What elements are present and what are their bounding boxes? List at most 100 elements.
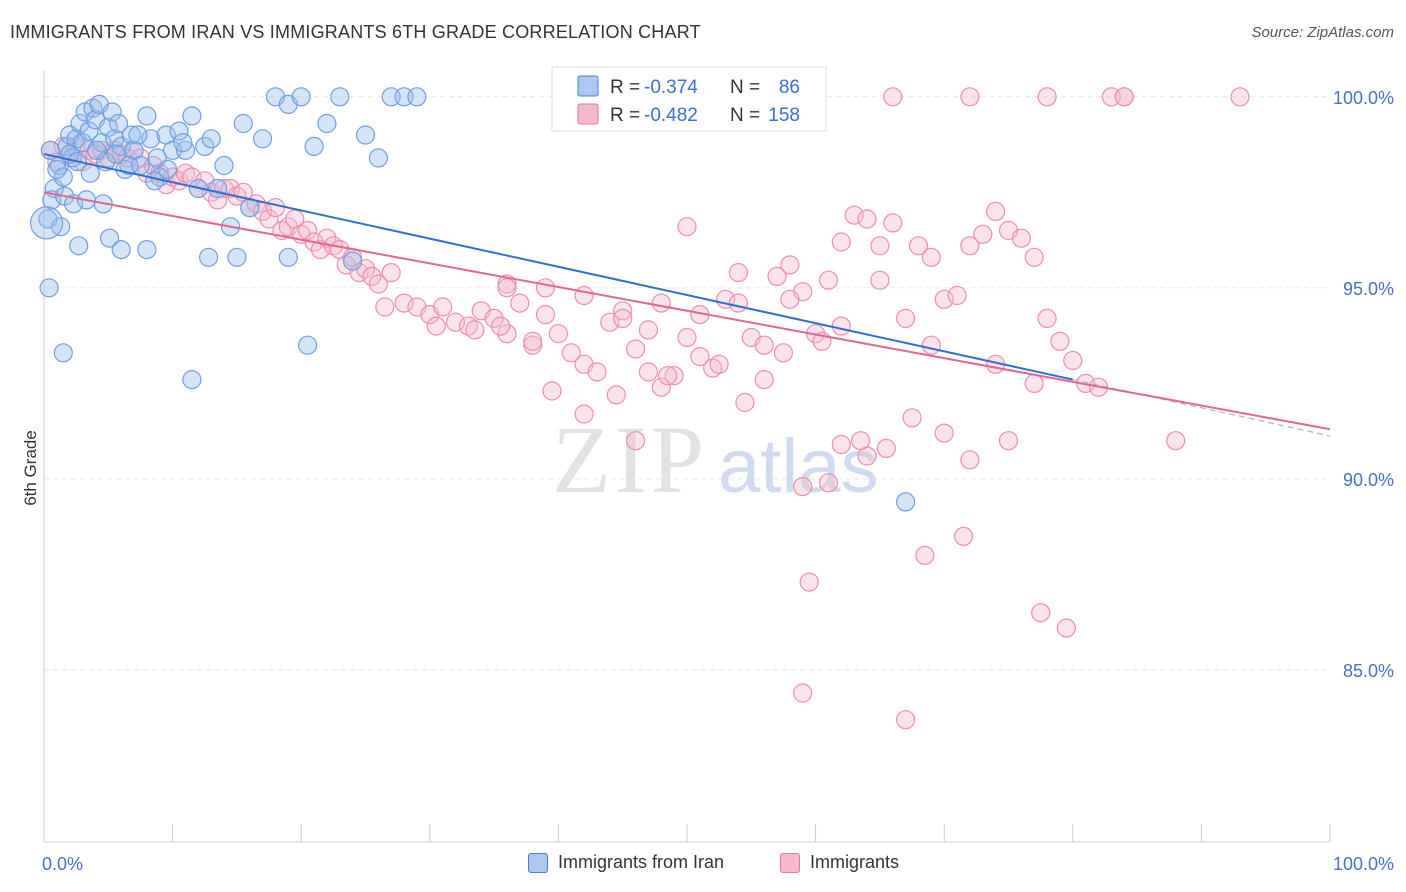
data-point	[111, 240, 131, 260]
watermark-zip: ZIP	[552, 406, 708, 513]
data-point	[754, 335, 774, 355]
data-point	[157, 159, 178, 179]
data-point	[182, 106, 202, 126]
data-point	[850, 431, 871, 451]
bottom-legend: Immigrants from Iran Immigrants	[0, 850, 1406, 880]
legend-item-iran[interactable]: Immigrants from Iran	[528, 852, 724, 873]
data-point	[98, 117, 118, 137]
trend-line	[43, 153, 1074, 381]
trend-line	[43, 191, 1331, 431]
data-point	[119, 155, 139, 176]
data-point	[523, 331, 543, 351]
data-point	[606, 385, 626, 405]
data-point	[208, 190, 228, 210]
data-point	[343, 251, 363, 271]
source-label: Source: ZipAtlas.com	[1251, 24, 1394, 41]
data-point	[53, 167, 73, 187]
data-point	[895, 492, 916, 512]
data-point	[137, 106, 157, 126]
data-point	[355, 125, 376, 145]
data-point	[433, 297, 453, 317]
data-point	[368, 274, 388, 294]
data-point	[799, 572, 819, 592]
data-point	[1166, 431, 1186, 451]
data-point	[728, 293, 749, 313]
data-point	[173, 133, 193, 153]
data-point	[79, 121, 99, 141]
data-point	[1037, 308, 1057, 328]
data-point	[947, 285, 967, 306]
legend-swatch-immigrants	[780, 852, 800, 873]
data-point	[915, 545, 935, 566]
data-point	[735, 392, 755, 413]
data-point	[1011, 228, 1032, 248]
data-point	[128, 125, 148, 145]
data-point	[883, 87, 903, 107]
data-point	[227, 247, 247, 267]
legend-item-immigrants[interactable]: Immigrants	[780, 852, 899, 873]
data-point	[574, 404, 594, 424]
data-point	[1056, 618, 1077, 638]
data-point	[709, 354, 729, 374]
chart-title: IMMIGRANTS FROM IRAN VS IMMIGRANTS 6TH G…	[10, 22, 701, 42]
data-point	[857, 209, 877, 229]
data-point	[960, 236, 980, 256]
data-point	[754, 370, 774, 390]
data-point	[253, 129, 273, 149]
data-point	[767, 266, 787, 286]
data-point	[870, 270, 890, 290]
data-point	[317, 113, 337, 134]
legend-n-value: 158	[768, 105, 800, 126]
data-point	[259, 209, 279, 229]
data-point	[677, 217, 697, 237]
watermark: ZIP atlas	[552, 406, 879, 513]
data-point	[1037, 87, 1057, 107]
data-point	[137, 240, 157, 260]
axes: 85.0% 90.0% 95.0% 100.0% 0.0% 100.0%	[42, 70, 1394, 874]
data-point	[625, 431, 646, 451]
data-point	[330, 87, 350, 107]
data-point	[625, 339, 646, 359]
legend-r-label: R =	[610, 77, 640, 98]
data-point	[831, 232, 851, 252]
y-axis-label: 6th Grade	[21, 430, 40, 506]
data-point	[548, 324, 569, 344]
data-point	[199, 247, 219, 267]
data-point	[895, 710, 916, 730]
data-point	[69, 236, 89, 256]
data-point	[169, 121, 189, 141]
data-point	[51, 217, 71, 237]
data-point	[818, 473, 839, 493]
data-point	[39, 278, 59, 298]
data-point	[426, 316, 446, 336]
y-tick-label: 85.0%	[1343, 661, 1394, 681]
data-point	[574, 285, 594, 306]
data-point	[368, 148, 388, 168]
data-point	[214, 155, 234, 176]
data-point	[497, 324, 517, 344]
data-point	[638, 320, 659, 340]
data-point	[793, 683, 813, 703]
stats-legend: R = -0.374 N = 86 R = -0.482 N = 158	[551, 66, 827, 132]
data-point	[870, 236, 890, 256]
data-point	[902, 408, 922, 428]
data-point	[490, 316, 511, 336]
data-point	[1031, 603, 1051, 623]
data-point	[99, 228, 120, 248]
data-point	[728, 263, 749, 283]
legend-r-value: -0.482	[644, 105, 698, 126]
legend-label-iran: Immigrants from Iran	[558, 852, 725, 872]
data-point	[484, 308, 504, 328]
data-point	[535, 278, 556, 298]
y-tick-label: 90.0%	[1343, 470, 1394, 490]
data-point	[201, 129, 221, 149]
trend-lines	[43, 153, 1331, 437]
data-point	[208, 178, 228, 199]
data-point	[921, 335, 941, 355]
data-point	[121, 125, 141, 145]
data-point	[831, 316, 851, 336]
data-point	[1114, 87, 1134, 107]
x-tick-label: 100.0%	[1333, 854, 1394, 874]
data-point	[818, 270, 839, 290]
legend-label-immigrants: Immigrants	[810, 852, 900, 872]
